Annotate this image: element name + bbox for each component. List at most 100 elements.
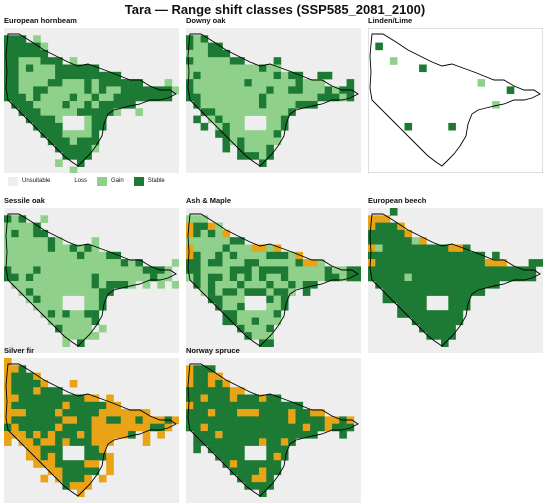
- cell-stable: [332, 423, 340, 432]
- cell-stable: [455, 302, 464, 311]
- cell-gain: [259, 108, 267, 116]
- cell-stable: [47, 423, 56, 432]
- cell-loss: [288, 409, 296, 417]
- cell-stable: [441, 288, 449, 296]
- cell-stable: [259, 288, 267, 296]
- cell-stable: [18, 401, 27, 410]
- cell-loss: [4, 438, 12, 446]
- region-boundary: [187, 363, 359, 497]
- cell-stable: [389, 266, 398, 274]
- cell-gain: [77, 288, 85, 296]
- cell-stable: [18, 387, 27, 395]
- cell-stable: [55, 79, 63, 87]
- cell-stable: [186, 394, 194, 403]
- cell-gain: [84, 302, 92, 311]
- cell-stable: [91, 108, 100, 116]
- cell-gain: [259, 86, 267, 94]
- cell-gain: [25, 86, 34, 94]
- cell-stable: [222, 244, 231, 253]
- cell-gain: [200, 266, 209, 274]
- panel-title: Ash & Maple: [186, 196, 232, 205]
- cell-stable: [47, 394, 56, 403]
- cell-stable: [317, 93, 325, 102]
- cell-stable: [266, 295, 274, 304]
- cell-stable: [33, 42, 41, 51]
- cell-stable: [229, 431, 238, 439]
- cell-stable: [120, 281, 129, 289]
- cell-loss: [25, 452, 34, 461]
- cell-stable: [448, 310, 456, 318]
- legend-swatch-unsuitable: [8, 176, 18, 186]
- cell-stable: [441, 259, 449, 267]
- cell-gain: [40, 295, 49, 304]
- cell-stable: [215, 445, 223, 454]
- cell-stable: [251, 394, 260, 403]
- cell-gain: [259, 152, 267, 160]
- cell-stable: [62, 144, 70, 153]
- cell-stable: [193, 423, 201, 432]
- cell-gain: [237, 93, 245, 102]
- cell-loss: [4, 379, 12, 388]
- panel-title: Norway spruce: [186, 346, 240, 355]
- cell-gain: [11, 281, 19, 289]
- cell-stable: [484, 281, 493, 289]
- cell-stable: [69, 474, 78, 483]
- cell-stable: [266, 394, 274, 403]
- cell-gain: [193, 35, 201, 43]
- cell-stable: [11, 101, 19, 109]
- cell-gain: [18, 288, 27, 296]
- cell-stable: [193, 438, 201, 446]
- cell-gain: [55, 302, 63, 311]
- cell-stable: [84, 445, 92, 454]
- cell-gain: [207, 266, 216, 274]
- cell-stable: [273, 310, 282, 318]
- panel-title: Linden/Lime: [368, 16, 413, 25]
- cell-gain: [98, 251, 107, 260]
- cell-loss: [120, 431, 129, 439]
- cell-stable: [33, 423, 41, 432]
- cell-gain: [91, 244, 100, 253]
- cell-gain: [47, 295, 56, 304]
- cell-stable: [273, 130, 282, 138]
- cell-stable: [215, 42, 223, 51]
- cell-stable: [62, 137, 70, 146]
- cell-stable: [411, 259, 420, 267]
- cell-stable: [47, 409, 56, 417]
- cell-gain: [222, 71, 231, 80]
- cell-gain: [302, 79, 311, 87]
- cell-stable: [193, 387, 201, 395]
- cell-stable: [433, 288, 442, 296]
- cell-stable: [18, 93, 27, 102]
- cell-stable: [113, 281, 122, 289]
- cell-stable: [222, 130, 231, 138]
- cell-gain: [69, 288, 78, 296]
- cell-stable: [339, 423, 347, 432]
- cell-stable: [193, 416, 201, 424]
- cell-stable: [259, 431, 267, 439]
- cell-gain: [251, 86, 260, 94]
- cell-stable: [40, 401, 49, 410]
- cell-gain: [273, 137, 282, 146]
- cell-gain: [215, 86, 223, 94]
- cell-stable: [397, 259, 405, 267]
- cell-gain: [310, 273, 318, 282]
- cell-stable: [266, 460, 274, 468]
- cell-gain: [266, 122, 274, 131]
- cell-stable: [222, 122, 231, 131]
- cell-stable: [62, 409, 70, 417]
- cell-loss: [106, 409, 114, 417]
- cell-gain: [222, 115, 231, 124]
- cell-stable: [251, 482, 260, 490]
- cell-gain: [244, 71, 252, 80]
- cell-gain: [273, 281, 282, 289]
- cell-gain: [40, 71, 49, 80]
- cell-gain: [55, 237, 63, 245]
- cell-stable: [69, 401, 78, 410]
- cell-stable: [40, 122, 49, 131]
- cell-gain: [55, 310, 63, 318]
- cell-gain: [295, 266, 304, 274]
- cell-stable: [237, 423, 245, 432]
- cell-gain: [33, 273, 41, 282]
- cell-gain: [77, 101, 85, 109]
- cell-stable: [528, 259, 537, 267]
